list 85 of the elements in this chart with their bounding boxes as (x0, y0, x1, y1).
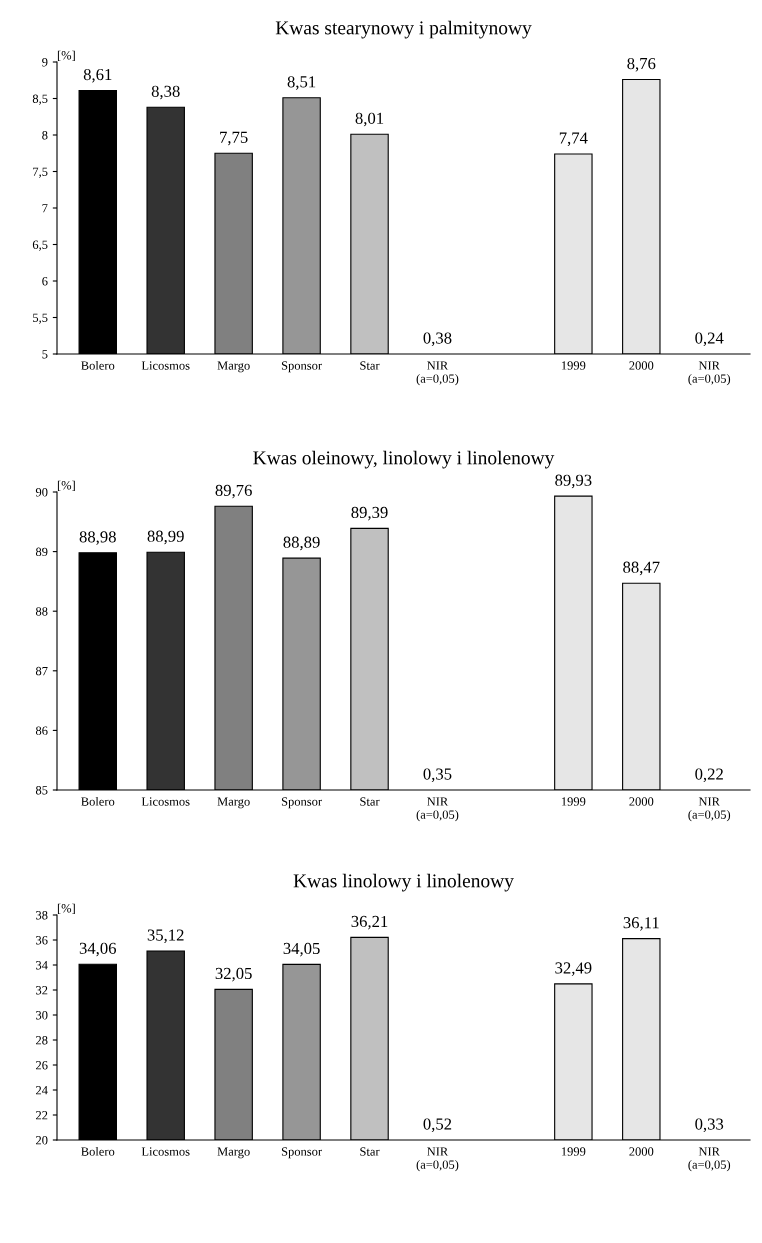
x-tick-label: NIR (a=0,05) (688, 361, 731, 386)
data-label: 7,74 (559, 132, 588, 147)
text: 0,35 (423, 768, 452, 783)
x-tick-label: Licosmos (141, 361, 190, 370)
x-tick-label: 2000 (629, 797, 654, 806)
data-label: 8,38 (151, 85, 180, 100)
y-tick-label: 24 (36, 1086, 48, 1095)
x-tick-label: Licosmos (141, 797, 190, 806)
y-tick-label: 28 (36, 1036, 48, 1045)
y-tick-label: 90 (35, 488, 48, 497)
y-tick-label: 20 (36, 1136, 48, 1145)
y-tick-label: 87 (35, 666, 48, 676)
y-axis-title: [%] (57, 480, 75, 492)
data-label: 88,98 (79, 531, 116, 545)
x-tick-label: 2000 (629, 1147, 654, 1156)
y-tick-label: 7 (42, 204, 48, 213)
y-axis-title: [%] (57, 50, 75, 62)
x-tick-label: Star (360, 1147, 380, 1156)
text: 0,33 (695, 1118, 724, 1133)
data-label: 88,47 (623, 561, 660, 576)
y-tick-label: 30 (36, 1011, 48, 1020)
y-tick-label: 38 (36, 911, 48, 920)
data-label: 32,49 (555, 962, 592, 976)
y-tick-label: 34 (36, 961, 48, 970)
y-tick-label: 32 (36, 986, 48, 995)
y-tick-label: 86 (35, 726, 48, 735)
data-label: 7,75 (220, 131, 248, 146)
data-label: 35,12 (147, 929, 184, 944)
data-label: 89,76 (215, 484, 252, 499)
y-tick-label: 7,5 (33, 167, 48, 178)
y-tick-label: 88 (35, 607, 48, 616)
x-tick-label: Sponsor (281, 1147, 322, 1159)
y-tick-label: 6 (42, 277, 48, 286)
data-label: 32,05 (215, 967, 252, 982)
data-label: 89,93 (555, 474, 592, 489)
text: 0,24 (695, 332, 724, 347)
x-tick-label: NIR (a=0,05) (416, 1147, 459, 1172)
x-tick-label: Bolero (81, 796, 115, 806)
y-tick-label: 36 (36, 936, 48, 945)
data-label: 36,11 (623, 917, 659, 931)
chart-title: Kwas oleinowy, linolowy i linolenowy (253, 450, 555, 469)
y-tick-label: 89 (35, 547, 48, 557)
data-label: 36,21 (351, 915, 388, 930)
y-axis-title: [%] (57, 903, 75, 915)
y-tick-label: 85 (35, 786, 48, 795)
data-label: 34,05 (283, 942, 320, 957)
y-tick-label: 8,5 (32, 94, 48, 105)
x-tick-label: Star (360, 361, 380, 370)
x-tick-label: Bolero (81, 360, 115, 370)
y-tick-label: 22 (36, 1111, 48, 1120)
data-label: 34,06 (79, 942, 117, 957)
y-tick-label: 5 (42, 350, 48, 359)
y-tick-label: 9 (42, 58, 48, 67)
x-tick-label: Sponsor (281, 797, 322, 809)
data-label: 8,76 (627, 57, 656, 72)
x-tick-label: NIR (a=0,05) (416, 361, 459, 386)
x-tick-label: NIR (a=0,05) (688, 1147, 731, 1172)
text: 0,38 (423, 332, 452, 347)
text: 0,52 (423, 1118, 452, 1133)
chart-title: Kwas stearynowy i palmitynowy (275, 20, 532, 39)
x-tick-label: 1999 (561, 361, 586, 370)
y-tick-label: 8 (42, 131, 48, 140)
x-tick-label: Licosmos (141, 1147, 190, 1156)
x-tick-label: 2000 (629, 361, 654, 370)
x-tick-label: Margo (217, 361, 250, 373)
x-tick-label: Bolero (81, 1146, 115, 1156)
text: 0,22 (695, 768, 723, 783)
x-tick-label: 1999 (561, 797, 586, 806)
data-label: 88,89 (283, 536, 320, 551)
x-tick-label: NIR (a=0,05) (688, 797, 731, 822)
x-tick-label: 1999 (561, 1147, 586, 1156)
data-label: 89,39 (351, 506, 388, 521)
x-tick-label: Star (360, 797, 380, 806)
chart-title: Kwas linolowy i linolenowy (293, 873, 514, 892)
y-tick-label: 5,5 (33, 313, 48, 324)
x-tick-label: NIR (a=0,05) (416, 797, 459, 822)
y-tick-label: 6,5 (32, 240, 48, 251)
data-label: 8,61 (83, 68, 112, 83)
x-tick-label: Margo (217, 797, 250, 809)
x-tick-label: Margo (217, 1147, 250, 1159)
x-tick-label: Sponsor (281, 361, 322, 373)
data-label: 8,01 (355, 112, 384, 127)
data-label: 88,99 (147, 530, 184, 545)
y-tick-label: 26 (36, 1061, 48, 1070)
data-label: 8,51 (287, 76, 316, 90)
